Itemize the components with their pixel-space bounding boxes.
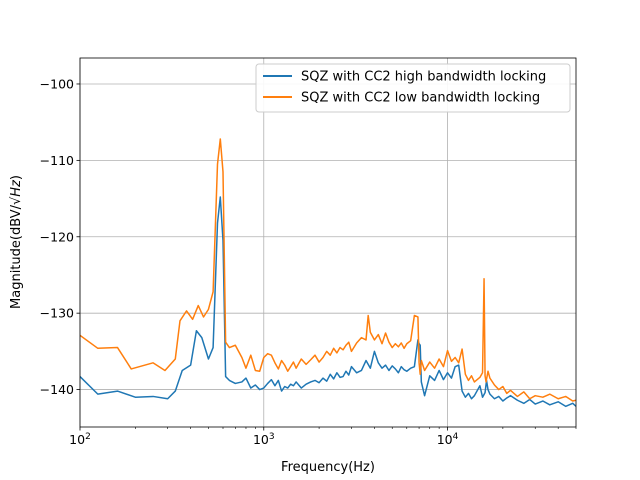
x-tick-label: 104: [437, 432, 459, 447]
y-tick-label: −120: [40, 229, 74, 244]
x-axis-label: Frequency(Hz): [281, 460, 375, 475]
plot-area-background: [80, 58, 576, 427]
y-axis-label-radical: √: [9, 196, 24, 205]
y-tick-label: −110: [40, 153, 74, 168]
legend: SQZ with CC2 high bandwidth locking SQZ …: [255, 63, 571, 113]
y-axis-label-base: Magnitude(dBV/: [9, 204, 24, 309]
y-axis-label-end: ): [9, 175, 24, 180]
y-tick-label: −140: [40, 382, 74, 397]
y-tick-label: −100: [40, 76, 74, 91]
plot-frame: [79, 57, 577, 428]
legend-label-high-bandwidth: SQZ with CC2 high bandwidth locking: [301, 70, 546, 85]
x-tick-label: 102: [69, 432, 91, 447]
series-line-high-bandwidth: [80, 196, 576, 408]
svg-text:Magnitude(dBV/√Hz): Magnitude(dBV/√Hz): [9, 175, 24, 309]
y-axis-label: Magnitude(dBV/√Hz): [9, 175, 24, 309]
x-tick-label: 103: [253, 432, 275, 447]
series-line-low-bandwidth: [80, 138, 576, 402]
legend-label-low-bandwidth: SQZ with CC2 low bandwidth locking: [301, 91, 540, 106]
y-axis-label-radicand: Hz: [9, 179, 24, 197]
y-tick-label: −130: [40, 306, 74, 321]
x-axis-ticks: 102 103 104: [69, 427, 577, 447]
legend-box: [255, 63, 571, 113]
y-axis-ticks: −100 −110 −120 −130 −140: [40, 76, 80, 397]
series-layer: [80, 138, 576, 408]
